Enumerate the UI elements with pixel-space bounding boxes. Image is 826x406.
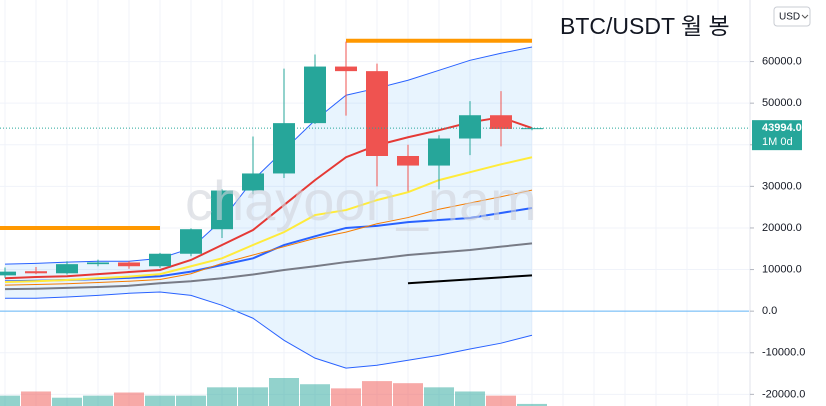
volume-bar xyxy=(331,388,361,406)
currency-button[interactable] xyxy=(773,6,811,27)
y-tick-label: 50000.0 xyxy=(762,97,802,109)
dropdown-arrow xyxy=(801,14,809,19)
volume-bar xyxy=(300,384,330,406)
candle-body xyxy=(366,71,388,156)
candle-body xyxy=(25,271,47,274)
plot-area xyxy=(0,38,750,406)
volume-bar xyxy=(207,387,237,406)
candle-body xyxy=(180,229,202,254)
candle-body xyxy=(56,264,78,274)
band-fill xyxy=(5,47,532,369)
volume-bar xyxy=(424,387,454,406)
candle-body xyxy=(242,173,264,191)
volume-bar xyxy=(114,392,144,406)
candle-body xyxy=(0,271,16,276)
volume-bar xyxy=(21,391,51,406)
candle-body xyxy=(428,138,450,166)
indicator-line xyxy=(4,189,533,286)
volume-bar xyxy=(393,383,423,406)
candle-body xyxy=(87,262,109,265)
candle-body xyxy=(397,155,419,166)
currency-label: USD xyxy=(779,12,800,23)
volume-bar xyxy=(238,387,268,406)
y-tick-label: 0.0 xyxy=(762,305,777,317)
volume-bar xyxy=(455,391,485,406)
watermark: chayoon_nam xyxy=(185,169,537,232)
y-tick-label: -10000.0 xyxy=(762,347,805,359)
indicator-line xyxy=(5,291,533,369)
indicator-line xyxy=(4,156,533,284)
y-tick-label: 10000.0 xyxy=(762,263,802,275)
volume-bar xyxy=(362,381,392,406)
price-tag xyxy=(752,120,802,151)
volume-bar xyxy=(486,395,516,406)
indicator-line xyxy=(4,242,533,291)
y-tick-label: 20000.0 xyxy=(762,222,802,234)
candle-body xyxy=(459,115,481,139)
drawn-line xyxy=(407,274,533,285)
volume-bar xyxy=(0,395,20,406)
candle-body xyxy=(118,262,140,267)
indicator-line xyxy=(4,46,533,265)
volume-bar xyxy=(145,395,175,406)
candle-body xyxy=(149,253,171,267)
candle-body xyxy=(211,190,233,230)
candle-body xyxy=(273,123,295,174)
countdown-label: 1M 0d xyxy=(762,136,793,148)
candle-body xyxy=(490,115,512,129)
chart-title: BTC/USDT 월 봉 xyxy=(560,13,730,39)
candle-body xyxy=(335,66,357,72)
indicator-line xyxy=(4,116,533,280)
price-axis: 60000.050000.040000.030000.020000.010000… xyxy=(750,55,805,400)
y-tick-label: 60000.0 xyxy=(762,55,802,67)
y-tick-label: -20000.0 xyxy=(762,388,805,400)
volume-bar xyxy=(517,403,547,406)
price-tag-label: 43994.0 xyxy=(762,122,802,134)
volume-bar xyxy=(269,378,299,406)
y-tick-label: 30000.0 xyxy=(762,180,802,192)
volume-bar xyxy=(52,397,82,406)
volume-bar xyxy=(176,395,206,406)
volume-bar xyxy=(83,395,113,406)
candle-body xyxy=(304,66,326,124)
